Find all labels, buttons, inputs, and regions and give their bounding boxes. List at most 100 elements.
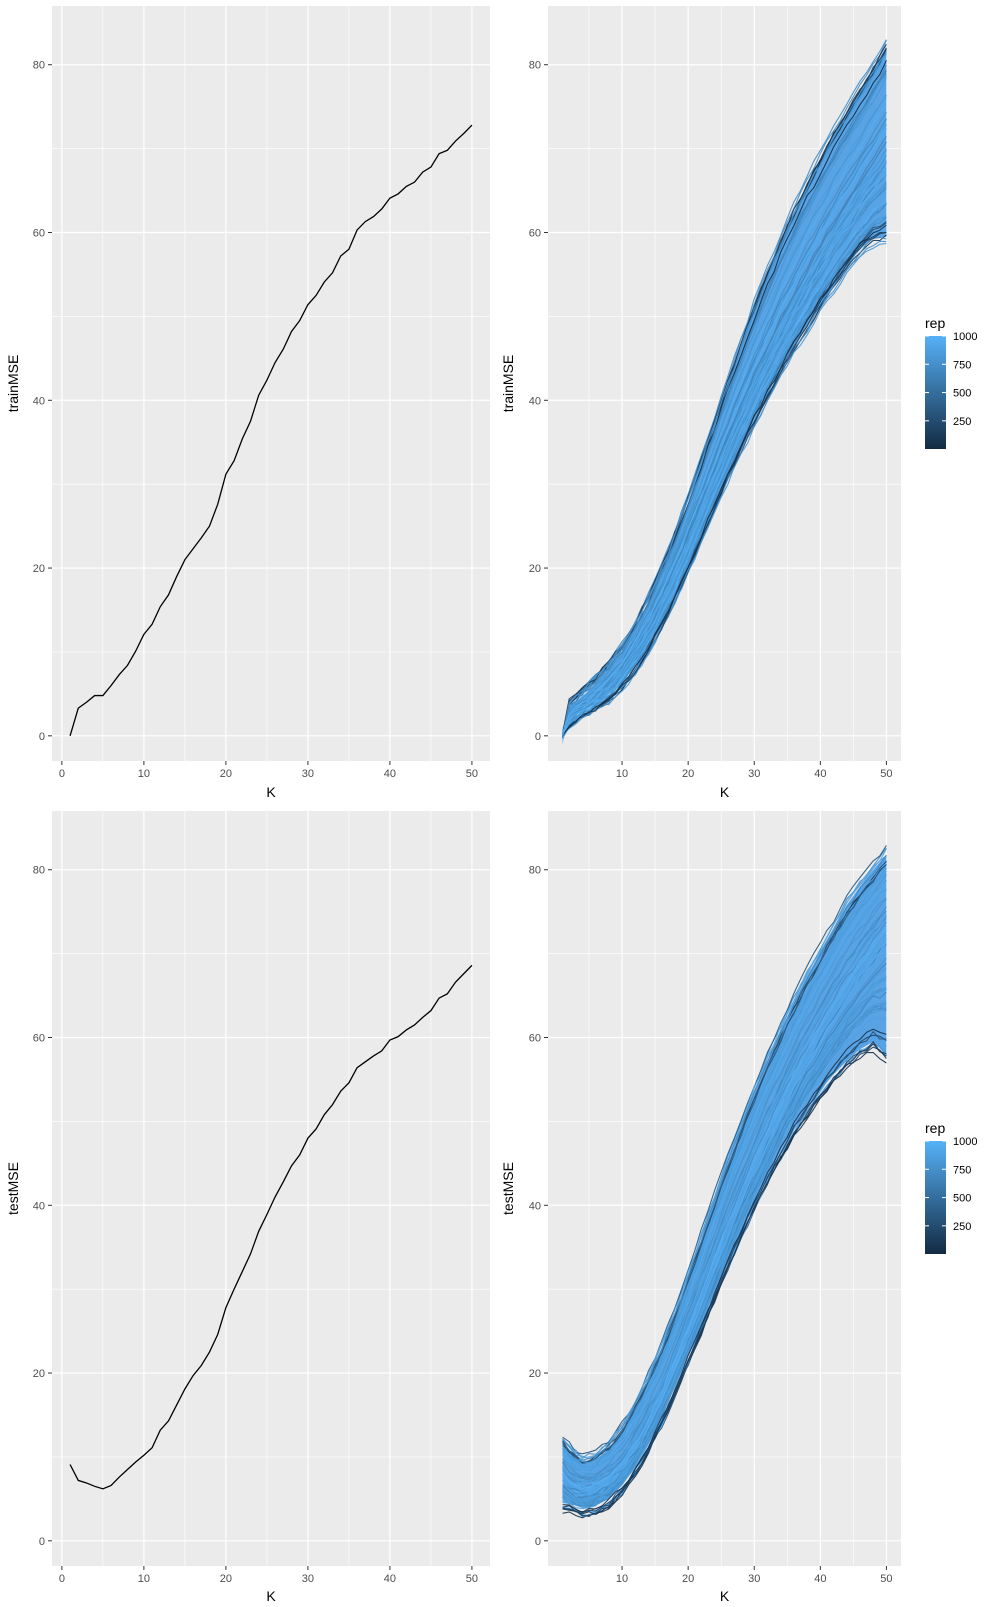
replicate-line bbox=[562, 930, 887, 1492]
replicate-line bbox=[562, 125, 887, 734]
replicate-line bbox=[562, 854, 887, 1462]
replicate-line bbox=[562, 232, 887, 735]
major-gridlines bbox=[52, 6, 490, 761]
x-tick-label: 50 bbox=[880, 768, 892, 780]
x-axis-title: K bbox=[266, 1588, 276, 1604]
y-tick-label: 60 bbox=[529, 228, 541, 240]
x-tick-label: 40 bbox=[384, 1573, 396, 1585]
replicate-line bbox=[562, 73, 887, 736]
replicate-line bbox=[562, 150, 887, 736]
x-tick-label: 10 bbox=[138, 768, 150, 780]
legend-title: rep bbox=[925, 315, 945, 331]
legend-label: 500 bbox=[953, 388, 971, 400]
replicate-line bbox=[562, 217, 887, 735]
x-tick-label: 50 bbox=[466, 768, 478, 780]
x-tick-label: 20 bbox=[682, 768, 694, 780]
replicate-line bbox=[562, 848, 887, 1459]
replicate-line bbox=[562, 1009, 887, 1506]
colorbar bbox=[925, 336, 946, 449]
y-tick-label: 40 bbox=[529, 395, 541, 407]
y-axis-title: testMSE bbox=[5, 1162, 21, 1215]
y-tick-label: 0 bbox=[535, 1536, 541, 1548]
replicate-line bbox=[562, 880, 887, 1470]
legend-label: 750 bbox=[953, 359, 971, 371]
x-tick-label: 0 bbox=[59, 768, 65, 780]
legend-label: 250 bbox=[953, 416, 971, 428]
y-tick-label: 20 bbox=[529, 563, 541, 575]
x-tick-label: 0 bbox=[59, 1573, 65, 1585]
replicate-band bbox=[562, 854, 887, 1508]
replicate-line bbox=[562, 914, 887, 1482]
x-tick-label: 10 bbox=[616, 1573, 628, 1585]
colorbar bbox=[925, 1141, 946, 1254]
replicate-line bbox=[562, 918, 887, 1486]
colorbar-legend: rep 1000 750 500 250 bbox=[925, 1120, 977, 1254]
x-tick-label: 40 bbox=[814, 768, 826, 780]
legend-label: 1000 bbox=[953, 331, 977, 343]
colorbar-legend: rep 1000 750 500 250 bbox=[925, 315, 977, 449]
replicate-line bbox=[562, 161, 887, 736]
y-axis-title: trainMSE bbox=[500, 355, 516, 413]
minor-gridlines bbox=[52, 811, 490, 1566]
x-tick-label: 40 bbox=[814, 1573, 826, 1585]
y-tick-label: 40 bbox=[529, 1200, 541, 1212]
y-tick-label: 0 bbox=[39, 731, 45, 743]
x-axis-title: K bbox=[720, 784, 730, 800]
replicate-line bbox=[562, 864, 887, 1464]
y-tick-label: 40 bbox=[33, 1200, 45, 1212]
replicate-line bbox=[562, 95, 887, 734]
y-tick-label: 0 bbox=[39, 1536, 45, 1548]
legend-label: 250 bbox=[953, 1221, 971, 1233]
plot-background bbox=[52, 6, 490, 761]
x-tick-label: 30 bbox=[302, 768, 314, 780]
replicate-line bbox=[562, 1040, 887, 1517]
legend-label: 750 bbox=[953, 1164, 971, 1176]
replicate-line bbox=[562, 906, 887, 1481]
x-tick-label: 50 bbox=[880, 1573, 892, 1585]
y-tick-label: 80 bbox=[529, 60, 541, 72]
replicate-line bbox=[562, 953, 887, 1497]
x-tick-label: 30 bbox=[748, 768, 760, 780]
legend-label: 1000 bbox=[953, 1136, 977, 1148]
replicate-lines bbox=[562, 39, 887, 745]
plot-background bbox=[52, 811, 490, 1566]
x-tick-label: 10 bbox=[138, 1573, 150, 1585]
legend-label: 500 bbox=[953, 1193, 971, 1205]
replicate-line bbox=[562, 224, 887, 736]
replicate-line bbox=[562, 39, 887, 738]
replicate-line bbox=[562, 867, 887, 1464]
replicate-line bbox=[562, 978, 887, 1502]
replicate-line bbox=[562, 94, 887, 736]
replicate-line bbox=[562, 242, 887, 735]
x-tick-label: 30 bbox=[748, 1573, 760, 1585]
legend-title: rep bbox=[925, 1120, 945, 1136]
series-line bbox=[69, 124, 473, 737]
replicate-line bbox=[562, 845, 887, 1455]
replicate-line bbox=[562, 1028, 887, 1513]
y-tick-label: 80 bbox=[33, 865, 45, 877]
x-tick-label: 10 bbox=[616, 768, 628, 780]
replicate-lines bbox=[562, 845, 887, 1519]
replicate-line bbox=[562, 941, 887, 1495]
x-tick-label: 30 bbox=[302, 1573, 314, 1585]
replicate-line bbox=[562, 957, 887, 1497]
y-tick-label: 40 bbox=[33, 395, 45, 407]
x-axis-title: K bbox=[266, 784, 276, 800]
y-tick-label: 80 bbox=[33, 60, 45, 72]
y-axis-title: trainMSE bbox=[5, 355, 21, 413]
x-tick-label: 20 bbox=[682, 1573, 694, 1585]
x-tick-label: 40 bbox=[384, 768, 396, 780]
x-axis-title: K bbox=[720, 1588, 730, 1604]
minor-gridlines bbox=[52, 6, 490, 761]
y-tick-label: 20 bbox=[529, 1368, 541, 1380]
replicate-line bbox=[562, 70, 887, 736]
replicate-line bbox=[562, 201, 887, 735]
series-line bbox=[69, 964, 473, 1490]
x-tick-label: 50 bbox=[466, 1573, 478, 1585]
y-tick-label: 20 bbox=[33, 1368, 45, 1380]
y-tick-label: 20 bbox=[33, 563, 45, 575]
replicate-line bbox=[562, 1004, 887, 1506]
